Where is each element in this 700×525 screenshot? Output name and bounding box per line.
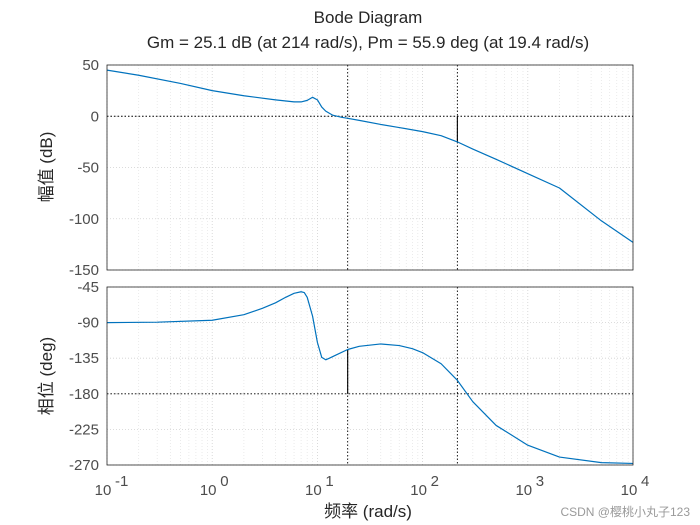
frequency-tick-label: 10 xyxy=(305,482,322,499)
frequency-axis-label: 频率 (rad/s) xyxy=(324,502,412,521)
phase-ytick-label: -225 xyxy=(69,421,99,438)
phase-axes-frame xyxy=(106,286,634,466)
chart-subtitle: Gm = 25.1 dB (at 214 rad/s), Pm = 55.9 d… xyxy=(147,33,589,52)
watermark: CSDN @樱桃小丸子123 xyxy=(560,504,690,519)
phase-ytick-label: -270 xyxy=(69,457,99,474)
magnitude-axis-label: 幅值 (dB) xyxy=(37,132,56,203)
phase-ytick-label: -90 xyxy=(77,315,99,332)
frequency-tick-exponent: -1 xyxy=(115,473,128,490)
magnitude-panel: 50 0 -50 -100 -150 xyxy=(69,57,634,279)
frequency-tick-label: 10 xyxy=(200,482,217,499)
frequency-tick-label: 10 xyxy=(515,482,532,499)
phase-ytick-label: -45 xyxy=(77,279,99,296)
magnitude-series-line-0 xyxy=(106,69,634,243)
frequency-tick-exponent: 2 xyxy=(431,473,439,490)
phase-ytick-label: -180 xyxy=(69,386,99,403)
magnitude-ytick-label: -50 xyxy=(77,160,99,177)
phase-axis-label: 相位 (deg) xyxy=(37,337,56,415)
magnitude-axes-frame xyxy=(106,64,634,271)
frequency-tick-label: 10 xyxy=(410,482,427,499)
magnitude-ytick-label: -150 xyxy=(69,262,99,279)
frequency-tick-exponent: 0 xyxy=(220,473,228,490)
chart-title: Bode Diagram xyxy=(314,8,423,27)
frequency-tick-exponent: 3 xyxy=(536,473,544,490)
phase-ytick-label: -135 xyxy=(69,350,99,367)
frequency-tick-label: 10 xyxy=(95,482,112,499)
magnitude-ytick-label: 50 xyxy=(82,57,99,74)
frequency-tick-exponent: 1 xyxy=(325,473,333,490)
phase-plot-area xyxy=(107,287,633,465)
phase-series-line-0 xyxy=(106,291,634,465)
phase-panel: -45-90-135-180-225-27010-110010110210310… xyxy=(69,279,649,499)
magnitude-ytick-label: 0 xyxy=(91,108,99,125)
frequency-tick-exponent: 4 xyxy=(641,473,649,490)
frequency-tick-label: 10 xyxy=(621,482,638,499)
magnitude-ytick-label: -100 xyxy=(69,211,99,228)
